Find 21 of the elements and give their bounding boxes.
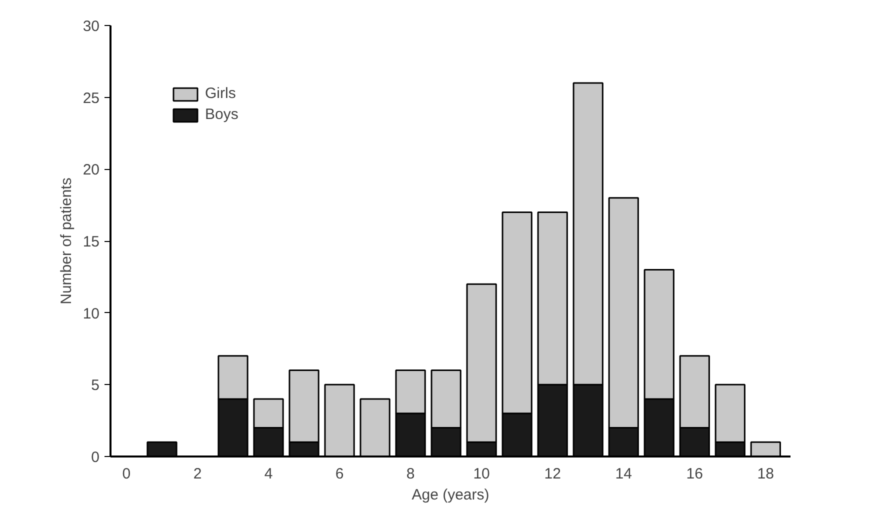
y-tick-label: 30 [82,18,100,35]
y-tick-label: 15 [82,234,100,250]
x-tick-label: 10 [473,466,490,482]
x-tick-label: 12 [544,466,561,482]
y-tick-label: 20 [82,162,100,179]
y-tick-label: 25 [82,90,100,107]
x-tick-label: 14 [615,466,632,482]
y-tick-label: 0 [91,449,100,466]
y-tick-label: 5 [91,377,100,394]
x-axis-title: Age (years) [412,486,490,504]
x-tick-label: 16 [686,466,703,482]
legend-label: Girls [205,85,236,102]
legend-label: Boys [205,106,238,123]
y-axis-title: Number of patients [58,178,75,304]
y-tick-label: 10 [82,305,100,322]
x-tick-label: 0 [122,466,131,482]
x-tick-label: 18 [757,466,774,482]
x-tick-label: 4 [264,466,273,482]
x-tick-label: 2 [193,466,202,482]
x-tick-label: 8 [406,466,415,482]
x-tick-label: 6 [335,466,344,482]
